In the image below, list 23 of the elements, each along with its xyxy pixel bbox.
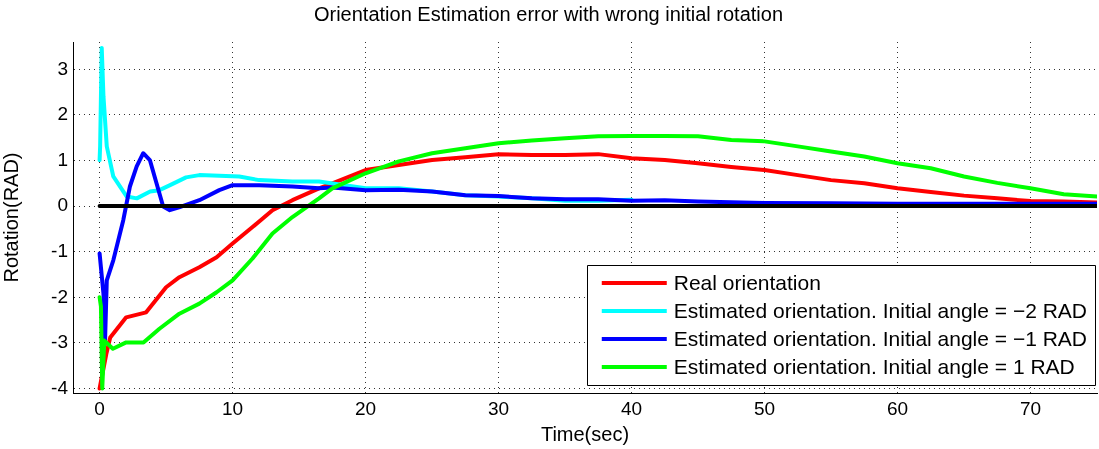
x-tick-label: 30 (487, 397, 510, 419)
y-tick-label: -2 (51, 285, 68, 307)
x-tick-label: 0 (94, 397, 105, 419)
y-axis-title: Rotation(RAD) (0, 152, 22, 283)
x-tick-label: 10 (222, 397, 244, 419)
legend-label: Estimated orientation. Initial angle = 1 RAD (673, 354, 1075, 378)
y-tick-label: 0 (57, 194, 68, 216)
legend-label: Real orientation (673, 270, 821, 294)
y-tick-label: 3 (57, 57, 68, 79)
legend-label: Estimated orientation. Initial angle = −2 RAD (673, 298, 1087, 322)
y-tick-label: 1 (57, 148, 68, 170)
y-tick-label: -4 (51, 376, 69, 398)
x-tick-label: 50 (753, 397, 776, 419)
y-tick-label: -3 (51, 331, 68, 353)
legend-label: Estimated orientation. Initial angle = −1 RAD (673, 326, 1087, 350)
y-tick-label: -1 (51, 239, 68, 261)
x-tick-label: 40 (620, 397, 643, 419)
x-axis-title: Time(sec) (540, 422, 630, 445)
x-tick-label: 20 (355, 397, 377, 419)
chart-title: Orientation Estimation error with wrong initial rotation (313, 2, 784, 25)
y-tick-label: 2 (57, 103, 68, 125)
x-tick-label: 70 (1019, 397, 1042, 419)
x-tick-label: 60 (886, 397, 909, 419)
